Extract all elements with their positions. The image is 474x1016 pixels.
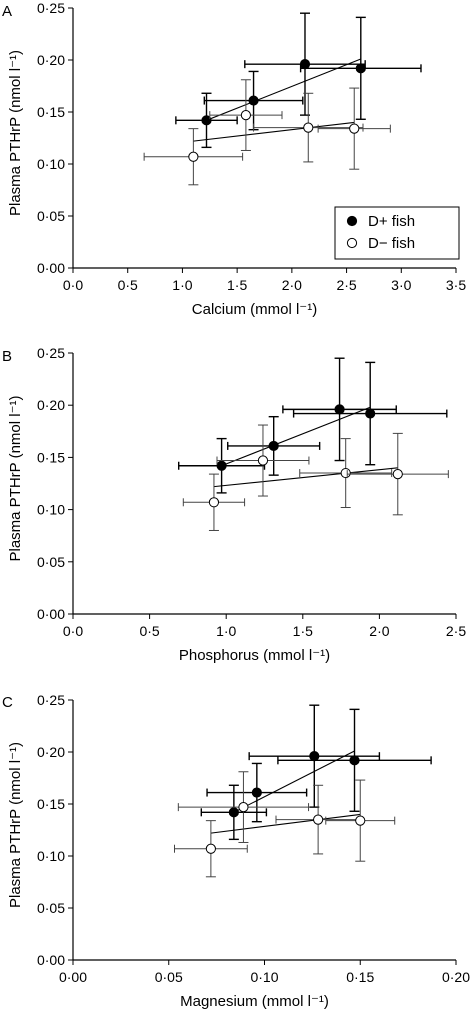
regression-line xyxy=(193,121,355,142)
y-tick-label: 0·20 xyxy=(37,397,65,413)
data-point xyxy=(205,843,216,854)
data-point xyxy=(349,123,360,134)
legend-marker-d-plus xyxy=(346,215,358,227)
y-tick-label: 0·10 xyxy=(37,848,65,864)
series-d-plus xyxy=(178,357,448,494)
regression-line xyxy=(206,58,362,121)
data-point xyxy=(251,787,262,798)
x-tick-label: 2·0 xyxy=(369,623,389,639)
x-tick-label: 0·5 xyxy=(118,277,138,293)
x-tick-label: 2·5 xyxy=(446,623,466,639)
data-point xyxy=(240,110,251,121)
x-tick-label: 0·0 xyxy=(63,623,83,639)
x-tick-label: 0·05 xyxy=(155,969,183,985)
y-axis-label: Plasma PTHrP (nmol l⁻¹) xyxy=(7,395,24,561)
regression-line xyxy=(213,467,398,488)
data-point xyxy=(334,404,345,415)
x-axis-label: Calcium (mmol l⁻¹) xyxy=(192,301,317,318)
legend-label: D+ fish xyxy=(368,213,415,230)
y-tick-label: 0·05 xyxy=(37,208,65,224)
data-point xyxy=(268,440,279,452)
chart-panel-c: C 0·00 0·05 0·10 0·15 0·20 0·25 0·00 0·05 0·10 0·1… xyxy=(2,692,470,1010)
x-tick-label: 1·0 xyxy=(172,277,192,293)
y-tick-label: 0·20 xyxy=(37,744,65,760)
series-d-minus xyxy=(182,424,449,531)
data-point xyxy=(365,408,376,419)
y-tick-label: 0·25 xyxy=(37,0,65,16)
x-tick-label: 2·0 xyxy=(282,277,302,293)
x-tick-label: 0·15 xyxy=(346,969,374,985)
y-tick-label: 0·05 xyxy=(37,554,65,570)
x-tick-label: 0·20 xyxy=(442,969,470,985)
data-point xyxy=(355,63,366,74)
y-tick-label: 0·25 xyxy=(37,345,65,361)
x-tick-label: 0·10 xyxy=(250,969,278,985)
y-tick-label: 0·25 xyxy=(37,692,65,708)
x-axis-label: Magnesium (mmol l⁻¹) xyxy=(180,993,329,1010)
x-tick-label: 2·5 xyxy=(336,277,356,293)
data-point xyxy=(216,460,227,471)
regression-line xyxy=(233,750,355,813)
legend-box xyxy=(334,206,460,260)
data-point xyxy=(355,815,366,826)
data-point xyxy=(303,122,314,133)
data-point xyxy=(208,497,220,508)
y-tick-label: 0·00 xyxy=(37,260,65,276)
data-point xyxy=(313,814,324,825)
x-tick-label: 1·0 xyxy=(216,623,236,639)
x-tick-label: 3·5 xyxy=(446,277,466,293)
data-point xyxy=(228,807,239,818)
data-point xyxy=(248,95,259,106)
x-tick-label: 0·00 xyxy=(59,969,87,985)
data-point xyxy=(392,469,403,480)
legend-marker-d-minus xyxy=(346,237,358,249)
y-axis-label: Plasma PTHrP (nmol l⁻¹) xyxy=(7,742,24,908)
x-tick-label: 0·0 xyxy=(63,277,83,293)
y-axis-label: Plasma PTHrP (nmol l⁻¹) xyxy=(7,50,24,216)
series-d-plus xyxy=(175,12,422,149)
x-tick-label: 1·5 xyxy=(227,277,247,293)
panel-letter: A xyxy=(2,3,12,20)
chart-panel-b: B 0·00 0·05 0·10 0·15 0·20 0·25 0·0 0·5 1·0 1·5 2·0… xyxy=(2,345,466,664)
y-tick-label: 0·15 xyxy=(37,449,65,465)
y-tick-label: 0·10 xyxy=(37,156,65,172)
data-point xyxy=(340,467,351,479)
series-d-minus xyxy=(173,771,396,878)
chart-panel-a: A 0·00 0·05 0·10 0·15 0·20 0·25 0·0 0·5 1·0 1·5 2·0… xyxy=(2,0,466,318)
panel-letter: B xyxy=(2,348,12,365)
x-axis-label: Phosphorus (mmol l⁻¹) xyxy=(179,647,330,664)
y-tick-label: 0·00 xyxy=(37,952,65,968)
panel-letter: C xyxy=(2,694,13,711)
y-tick-label: 0·15 xyxy=(37,796,65,812)
x-tick-label: 1·5 xyxy=(293,623,313,639)
data-point xyxy=(201,115,212,126)
regression-line xyxy=(210,813,361,834)
data-point xyxy=(299,59,311,70)
data-point xyxy=(349,755,360,766)
x-tick-label: 3·0 xyxy=(391,277,411,293)
series-d-minus xyxy=(143,79,391,186)
data-point xyxy=(188,151,199,162)
y-tick-label: 0·20 xyxy=(37,52,65,68)
series-d-plus xyxy=(200,704,432,841)
data-point xyxy=(257,455,269,466)
y-tick-label: 0·05 xyxy=(37,900,65,916)
regression-line xyxy=(221,406,371,467)
y-tick-label: 0·10 xyxy=(37,502,65,518)
legend: D+ fish D− fish xyxy=(334,206,460,260)
x-tick-label: 0·5 xyxy=(139,623,159,639)
data-point xyxy=(238,802,249,813)
legend-label: D− fish xyxy=(368,235,415,252)
y-tick-label: 0·15 xyxy=(37,104,65,120)
data-point xyxy=(309,751,320,762)
y-tick-label: 0·00 xyxy=(37,606,65,622)
